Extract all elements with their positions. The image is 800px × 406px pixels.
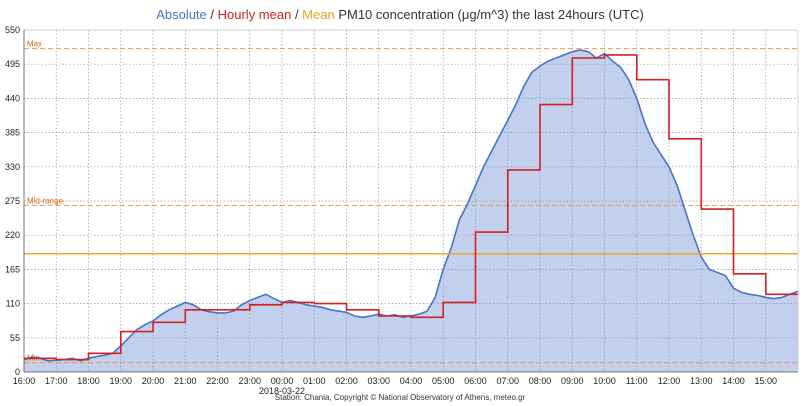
y-tick-label: 440 <box>5 93 20 103</box>
x-tick-label: 04:00 <box>400 376 423 386</box>
chart-title: Absolute / Hourly mean / Mean PM10 conce… <box>156 7 644 22</box>
title-separator: / <box>291 7 302 22</box>
x-tick-label: 02:00 <box>335 376 358 386</box>
y-tick-label: 0 <box>15 367 20 377</box>
plot-area: 0 55 110 165 220 275 330 385 440 495 550 16:00 17:00… <box>5 25 799 396</box>
x-tick-label: 14:00 <box>722 376 745 386</box>
title-separator: / <box>207 7 218 22</box>
title-absolute: Absolute <box>156 7 207 22</box>
title-hourly-mean: Hourly mean <box>218 7 292 22</box>
y-tick-label: 550 <box>5 25 20 35</box>
x-tick-label: 10:00 <box>593 376 616 386</box>
x-tick-label: 11:00 <box>626 376 648 386</box>
x-tick-label: 17:00 <box>45 376 68 386</box>
title-description: PM10 concentration (μg/m^3) the last 24h… <box>335 7 644 22</box>
y-tick-label: 165 <box>5 264 20 274</box>
y-tick-label: 275 <box>5 196 20 206</box>
x-tick-label: 03:00 <box>367 376 390 386</box>
x-tick-label: 07:00 <box>496 376 519 386</box>
y-tick-label: 55 <box>10 333 20 343</box>
y-tick-label: 495 <box>5 59 20 69</box>
y-tick-label: 110 <box>6 299 20 309</box>
x-tick-label: 21:00 <box>174 376 197 386</box>
x-tick-label: 12:00 <box>658 376 681 386</box>
footer-credit: Station: Chania, Copyright © National Ob… <box>275 393 526 402</box>
hourly-mean-step-line <box>24 54 798 361</box>
x-tick-label: 23:00 <box>238 376 261 386</box>
y-tick-label: 385 <box>5 128 20 138</box>
x-tick-label: 18:00 <box>77 376 100 386</box>
x-tick-label: 05:00 <box>432 376 455 386</box>
x-tick-label: 00:00 <box>271 376 294 386</box>
y-tick-label: 220 <box>5 230 20 240</box>
x-tick-label: 19:00 <box>109 376 132 386</box>
x-tick-label: 06:00 <box>464 376 487 386</box>
y-tick-label: 330 <box>5 162 20 172</box>
x-tick-label: 20:00 <box>142 376 165 386</box>
max-line-label: Max <box>27 40 42 49</box>
x-tick-label: 09:00 <box>561 376 584 386</box>
x-tick-label: 16:00 <box>13 376 36 386</box>
x-tick-label: 22:00 <box>206 376 229 386</box>
x-tick-label: 15:00 <box>754 376 777 386</box>
x-tick-label: 08:00 <box>529 376 552 386</box>
mid-range-line-label: Mid-range <box>27 196 64 205</box>
title-mean: Mean <box>302 7 335 22</box>
date-label: 2018-03-22 <box>259 386 305 396</box>
x-tick-label: 01:00 <box>303 376 326 386</box>
x-tick-label: 13:00 <box>690 376 713 386</box>
absolute-area <box>24 49 798 373</box>
